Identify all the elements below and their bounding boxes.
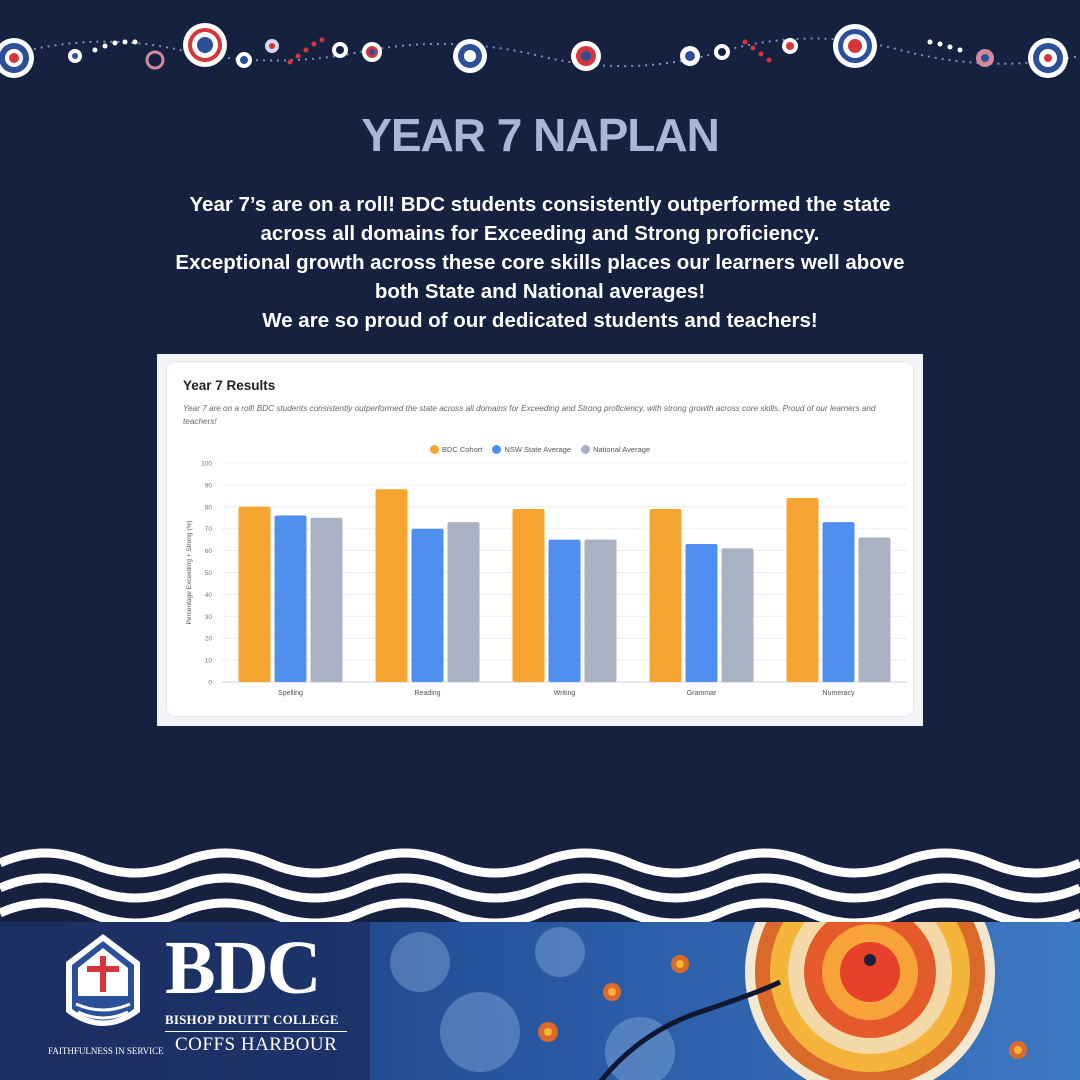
card-description: Year 7 are on a roll! BDC students consi… bbox=[183, 404, 876, 426]
dot-circle-14 bbox=[833, 24, 877, 68]
intro-line: We are so proud of our dedicated student… bbox=[262, 309, 818, 332]
card-title: Year 7 Results bbox=[183, 378, 276, 393]
y-tick-label: 30 bbox=[205, 614, 213, 621]
school-motto: FAITHFULNESS IN SERVICE bbox=[48, 1046, 164, 1056]
dot-trail bbox=[92, 39, 963, 53]
campus-name: COFFS HARBOUR bbox=[175, 1034, 338, 1055]
intro-line: Exceptional growth across these core ski… bbox=[175, 251, 905, 274]
bar-grammar-1 bbox=[685, 544, 718, 682]
bar-grammar-2 bbox=[721, 548, 754, 682]
x-tick-label: Writing bbox=[554, 690, 576, 697]
school-crest-icon bbox=[66, 934, 140, 1026]
dot-circle-13 bbox=[782, 38, 798, 54]
legend-swatch bbox=[492, 445, 502, 454]
intro-line: Year 7’s are on a roll! BDC students con… bbox=[189, 193, 891, 216]
bar-writing-1 bbox=[548, 539, 581, 682]
legend-label: National Average bbox=[593, 445, 651, 454]
dot-circle-6 bbox=[265, 39, 279, 53]
legend-label: BDC Cohort bbox=[441, 445, 483, 454]
legend-item-bdc: BDC Cohort bbox=[429, 445, 483, 454]
dot-circle-11 bbox=[680, 46, 700, 66]
y-tick-label: 0 bbox=[208, 680, 212, 687]
bar-reading-2 bbox=[447, 522, 480, 682]
bar-chart: 0 10 20 30 40 50 60 70 80 90 100 Percentage Exceedi… bbox=[186, 461, 907, 697]
y-tick-label: 90 bbox=[205, 482, 213, 489]
bar-reading-0 bbox=[375, 489, 408, 682]
bar-writing-2 bbox=[584, 539, 617, 682]
legend-swatch bbox=[581, 445, 591, 454]
dot-circle-15 bbox=[976, 49, 994, 67]
x-tick-label: Spelling bbox=[278, 690, 303, 697]
legend-label: NSW State Average bbox=[504, 445, 571, 454]
legend-item-nsw: NSW State Average bbox=[492, 445, 571, 454]
dot-circle-3 bbox=[145, 50, 165, 70]
dot-circle-12 bbox=[714, 44, 730, 60]
y-axis-label: Percentage Exceeding + Strong (%) bbox=[186, 521, 193, 625]
chart-legend: BDC Cohort NSW State Average National Av… bbox=[167, 445, 913, 454]
bar-grammar-0 bbox=[649, 508, 682, 682]
y-tick-label: 100 bbox=[201, 461, 212, 468]
legend-swatch bbox=[429, 445, 439, 454]
page-headline: YEAR 7 NAPLAN bbox=[361, 109, 720, 161]
flower-4 bbox=[1009, 1041, 1027, 1059]
dot-circle-4 bbox=[183, 23, 227, 67]
x-tick-label: Grammar bbox=[687, 690, 717, 697]
flower-3 bbox=[671, 955, 689, 973]
flower-1 bbox=[603, 983, 621, 1001]
dot-circle-7 bbox=[332, 42, 348, 58]
decorative-waves bbox=[0, 848, 1080, 928]
legend-item-national: National Average bbox=[581, 445, 650, 454]
results-card: Year 7 Results Year 7 are on a roll! BDC… bbox=[167, 362, 913, 716]
bar-numeracy-2 bbox=[858, 537, 891, 682]
flower-2 bbox=[538, 1022, 558, 1042]
bar-writing-0 bbox=[512, 508, 545, 682]
intro-text: Year 7’s are on a roll! BDC students con… bbox=[120, 190, 960, 335]
dot-circle-5 bbox=[236, 52, 252, 68]
y-tick-label: 20 bbox=[205, 636, 213, 643]
dot-circle-1 bbox=[0, 38, 34, 78]
y-tick-label: 40 bbox=[205, 592, 213, 599]
bar-spelling-0 bbox=[238, 506, 271, 682]
bar-spelling-1 bbox=[274, 515, 307, 682]
x-tick-label: Reading bbox=[414, 690, 440, 697]
school-name: BISHOP DRUITT COLLEGE bbox=[165, 1012, 347, 1032]
x-tick-label: Numeracy bbox=[823, 690, 855, 697]
bar-numeracy-1 bbox=[822, 522, 855, 682]
results-card-frame: Year 7 Results Year 7 are on a roll! BDC… bbox=[157, 354, 923, 726]
y-tick-label: 10 bbox=[205, 658, 213, 665]
decorative-dot-band bbox=[0, 23, 1080, 78]
y-tick-label: 70 bbox=[205, 526, 213, 533]
bar-reading-1 bbox=[411, 528, 444, 682]
dot-circle-8 bbox=[362, 42, 382, 62]
dot-circle-16 bbox=[1028, 38, 1068, 78]
bar-numeracy-0 bbox=[786, 498, 819, 682]
footer-dot-painting bbox=[0, 922, 1080, 1080]
brand-wordmark: BDC bbox=[165, 926, 321, 1010]
red-dot-trail bbox=[287, 37, 772, 65]
y-tick-label: 80 bbox=[205, 504, 213, 511]
dot-circle-9 bbox=[453, 39, 487, 73]
bar-spelling-2 bbox=[310, 517, 343, 682]
intro-line: both State and National averages! bbox=[374, 280, 706, 303]
dot-circle-10 bbox=[571, 41, 601, 71]
y-tick-label: 60 bbox=[205, 548, 213, 555]
y-tick-label: 50 bbox=[205, 570, 213, 577]
dot-circle-2 bbox=[68, 49, 82, 63]
footer-banner bbox=[0, 922, 1080, 1080]
intro-line: across all domains for Exceeding and Str… bbox=[260, 222, 820, 245]
